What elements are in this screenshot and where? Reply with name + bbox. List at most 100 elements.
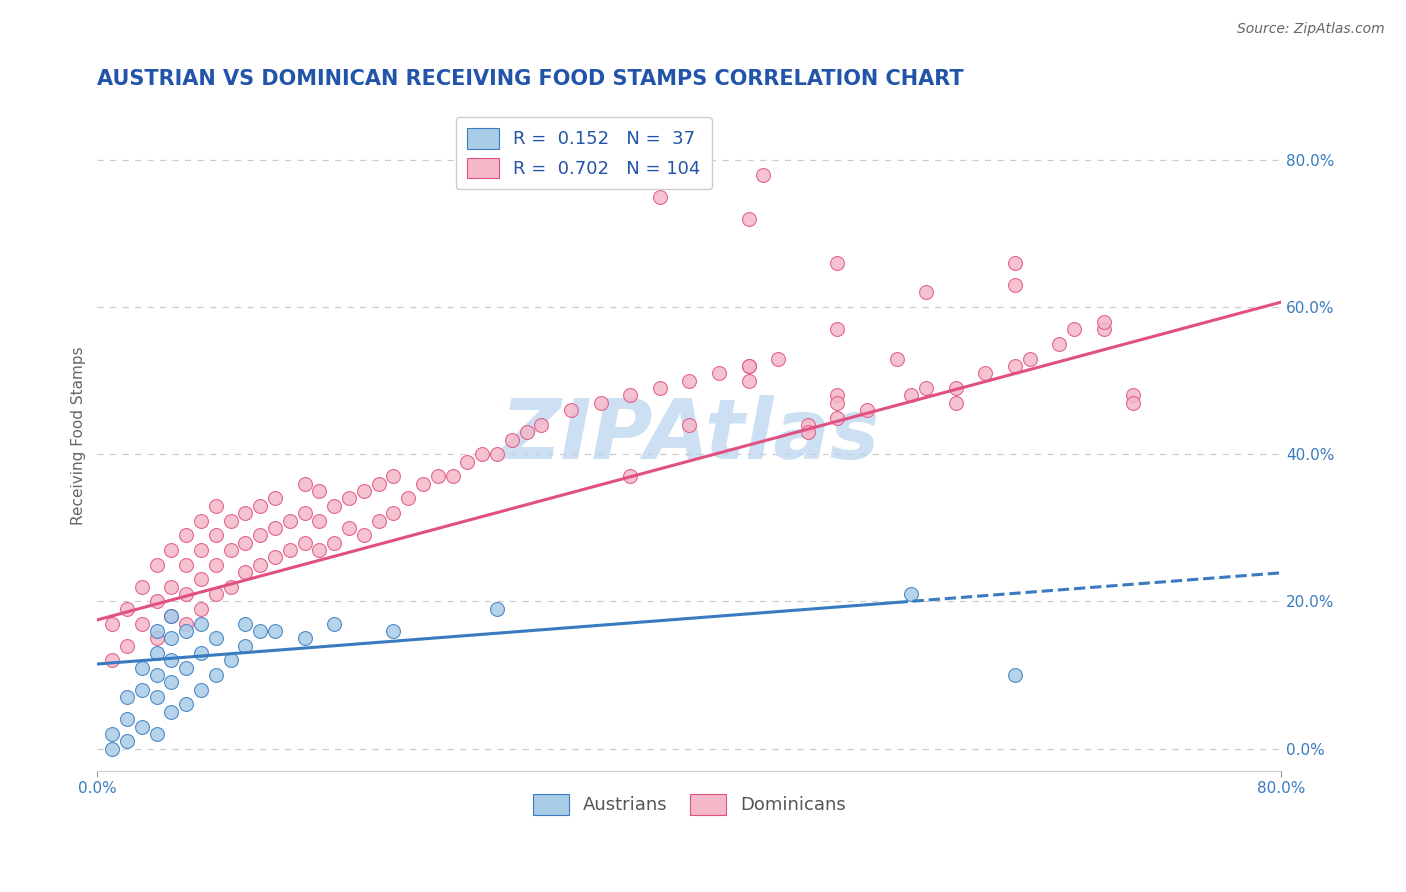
Point bbox=[115, 712, 138, 726]
Point bbox=[204, 499, 226, 513]
Point bbox=[174, 558, 197, 572]
Point bbox=[412, 476, 434, 491]
Point bbox=[619, 388, 641, 402]
Point bbox=[145, 668, 167, 682]
Point bbox=[915, 381, 938, 395]
Point bbox=[900, 388, 922, 402]
Point bbox=[235, 565, 257, 579]
Point bbox=[101, 616, 124, 631]
Point bbox=[323, 499, 346, 513]
Point bbox=[766, 351, 789, 366]
Point bbox=[174, 528, 197, 542]
Point bbox=[294, 506, 316, 520]
Text: ZIPAtlas: ZIPAtlas bbox=[499, 395, 879, 476]
Point bbox=[382, 624, 405, 638]
Point bbox=[648, 381, 671, 395]
Point bbox=[945, 381, 967, 395]
Point bbox=[264, 624, 287, 638]
Point bbox=[174, 661, 197, 675]
Point bbox=[249, 499, 271, 513]
Point bbox=[101, 727, 124, 741]
Point bbox=[101, 653, 124, 667]
Point bbox=[1092, 315, 1115, 329]
Point bbox=[204, 668, 226, 682]
Point bbox=[752, 168, 775, 182]
Point bbox=[115, 734, 138, 748]
Point bbox=[174, 587, 197, 601]
Point bbox=[367, 514, 389, 528]
Text: Source: ZipAtlas.com: Source: ZipAtlas.com bbox=[1237, 22, 1385, 37]
Point bbox=[145, 558, 167, 572]
Point bbox=[264, 550, 287, 565]
Point bbox=[160, 705, 183, 719]
Point bbox=[190, 573, 212, 587]
Point bbox=[915, 285, 938, 300]
Point bbox=[115, 690, 138, 705]
Point bbox=[115, 639, 138, 653]
Point bbox=[235, 506, 257, 520]
Point bbox=[131, 580, 153, 594]
Point bbox=[1122, 388, 1144, 402]
Point bbox=[294, 535, 316, 549]
Point bbox=[485, 602, 508, 616]
Point bbox=[501, 433, 523, 447]
Point bbox=[900, 587, 922, 601]
Point bbox=[323, 616, 346, 631]
Point bbox=[308, 484, 330, 499]
Point bbox=[396, 491, 419, 506]
Point bbox=[1122, 396, 1144, 410]
Point bbox=[145, 690, 167, 705]
Point bbox=[145, 646, 167, 660]
Point bbox=[974, 367, 997, 381]
Point bbox=[160, 675, 183, 690]
Point bbox=[294, 476, 316, 491]
Point bbox=[174, 624, 197, 638]
Point bbox=[101, 741, 124, 756]
Text: AUSTRIAN VS DOMINICAN RECEIVING FOOD STAMPS CORRELATION CHART: AUSTRIAN VS DOMINICAN RECEIVING FOOD STA… bbox=[97, 69, 965, 88]
Point bbox=[886, 351, 908, 366]
Point bbox=[219, 543, 242, 558]
Point bbox=[249, 558, 271, 572]
Point bbox=[190, 646, 212, 660]
Point bbox=[441, 469, 464, 483]
Point bbox=[219, 653, 242, 667]
Point bbox=[160, 609, 183, 624]
Point bbox=[174, 616, 197, 631]
Point bbox=[131, 720, 153, 734]
Point bbox=[516, 425, 538, 440]
Point bbox=[945, 396, 967, 410]
Point bbox=[131, 682, 153, 697]
Point bbox=[737, 211, 759, 226]
Point bbox=[678, 374, 700, 388]
Point bbox=[160, 609, 183, 624]
Point bbox=[382, 506, 405, 520]
Point bbox=[827, 388, 849, 402]
Point bbox=[235, 639, 257, 653]
Point bbox=[1004, 256, 1026, 270]
Point bbox=[827, 410, 849, 425]
Point bbox=[219, 580, 242, 594]
Point bbox=[1047, 337, 1070, 351]
Point bbox=[278, 514, 301, 528]
Point bbox=[353, 484, 375, 499]
Point bbox=[115, 602, 138, 616]
Point bbox=[219, 514, 242, 528]
Point bbox=[827, 396, 849, 410]
Point bbox=[485, 447, 508, 461]
Point bbox=[1092, 322, 1115, 336]
Point bbox=[1004, 359, 1026, 373]
Point bbox=[264, 521, 287, 535]
Point bbox=[190, 616, 212, 631]
Point bbox=[308, 543, 330, 558]
Point bbox=[797, 417, 820, 432]
Point bbox=[278, 543, 301, 558]
Point bbox=[190, 602, 212, 616]
Point bbox=[204, 528, 226, 542]
Point bbox=[160, 632, 183, 646]
Point bbox=[648, 190, 671, 204]
Point bbox=[707, 367, 730, 381]
Point bbox=[471, 447, 494, 461]
Point bbox=[1004, 278, 1026, 293]
Point bbox=[160, 543, 183, 558]
Point bbox=[737, 359, 759, 373]
